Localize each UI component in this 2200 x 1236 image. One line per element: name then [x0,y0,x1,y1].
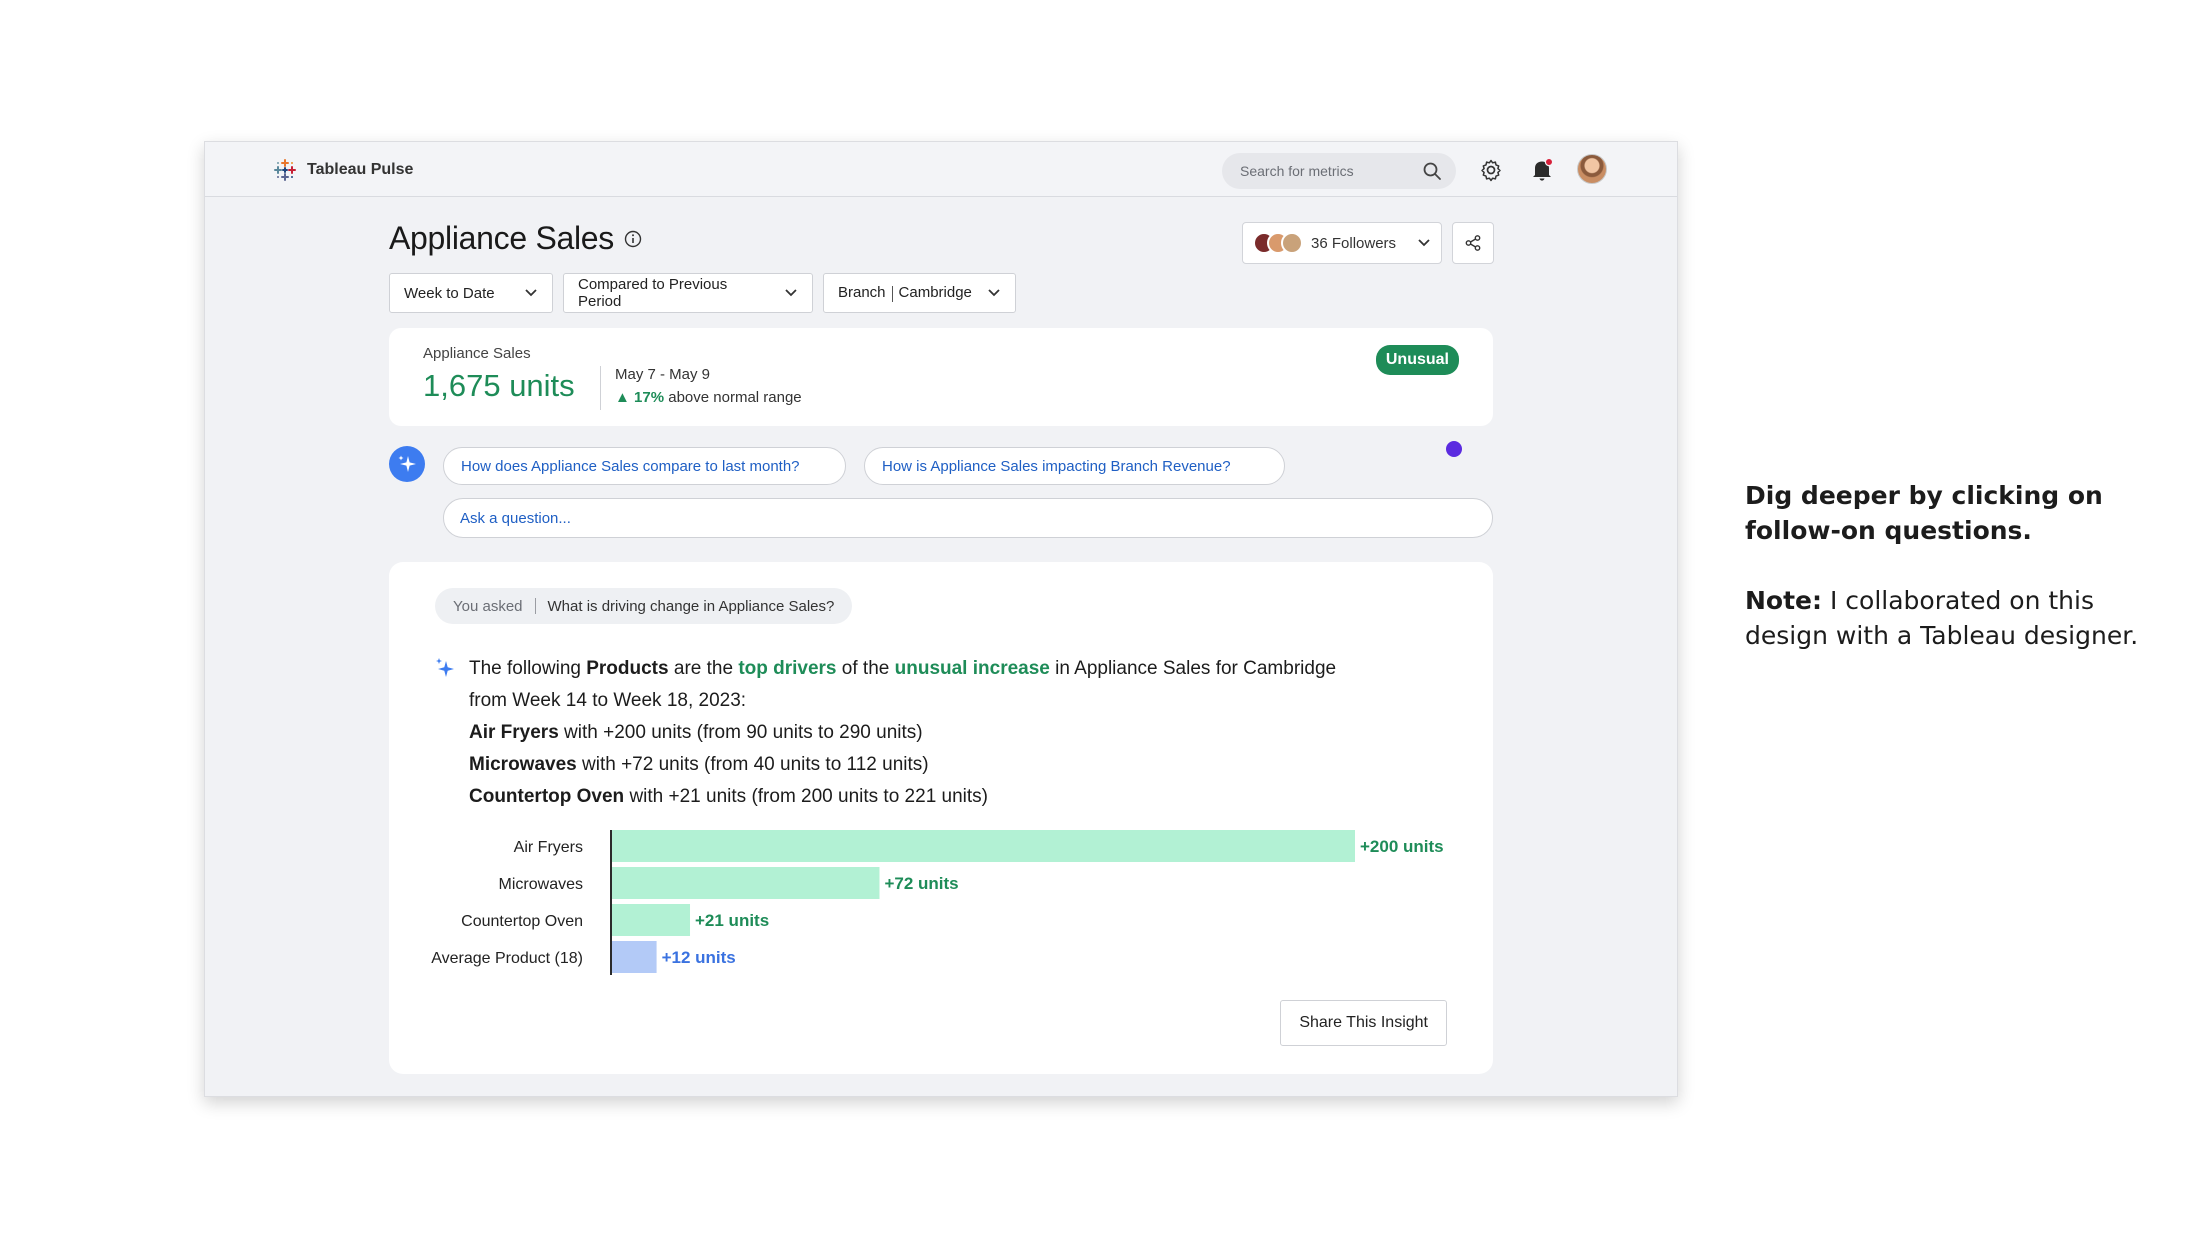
branch-filter-dimension: Branch [838,284,886,302]
driver-line: Microwaves with +72 units (from 40 units… [469,749,1369,781]
user-avatar[interactable] [1577,154,1607,184]
suggested-question-chip[interactable]: How is Appliance Sales impacting Branch … [864,447,1285,485]
notifications-button[interactable] [1527,155,1557,185]
branch-filter-value: Cambridge [898,284,972,302]
chevron-down-icon [785,289,797,297]
insight-text-span: are the [668,658,739,679]
you-asked-label: You asked [453,597,523,615]
search-box[interactable] [1222,153,1456,189]
category-label: Air Fryers [514,839,583,856]
note-body: I collaborated on this design with a Tab… [1745,586,2139,650]
chevron-down-icon [525,289,537,297]
branch-filter-dropdown[interactable]: Branch Cambridge [823,273,1016,313]
page-title: Appliance Sales [389,220,614,256]
bar[interactable] [612,904,691,936]
data-label: +21 units [695,911,769,930]
up-arrow-icon: ▲ [615,389,630,406]
divider [534,598,536,614]
title-row: Appliance Sales [389,220,642,257]
ask-question-input[interactable] [443,498,1493,538]
drivers-bar-chart: Air Fryers +200 units Microwaves +72 units C… [431,830,1444,975]
metric-value: 1,675 units [423,368,575,403]
insight-summary: The following Products are the top drive… [469,653,1369,813]
driver-detail: with +21 units (from 200 units to 221 un… [624,786,989,807]
annotation-heading: Dig deeper by clicking on follow-on ques… [1745,481,2103,545]
settings-button[interactable] [1476,155,1506,185]
annotation-text: Note: I collaborated on this design with… [1745,583,2165,653]
search-icon[interactable] [1422,161,1442,181]
insight-sentence: The following Products are the top drive… [469,653,1369,685]
metric-date-range: May 7 - May 9 [615,366,711,383]
sparkle-icon [436,658,454,677]
insight-text-span: of the [836,658,895,679]
share-insight-button[interactable]: Share This Insight [1280,1000,1447,1046]
change-percent: 17% [634,389,665,406]
asked-question-text: What is driving change in Appliance Sale… [547,597,835,615]
followers-button[interactable]: 36 Followers [1242,222,1442,264]
top-navigation-bar: Tableau Pulse [205,142,1677,197]
data-label: +72 units [884,874,958,893]
avatar [1281,232,1303,254]
share-icon [1465,235,1481,251]
branch-filter-label: Branch Cambridge [838,284,972,302]
info-icon[interactable] [624,230,642,248]
callout-connector [1446,441,1854,457]
metric-change: ▲ 17% above normal range [615,389,802,406]
filter-bar: Week to Date Compared to Previous Period… [389,273,1016,313]
divider [600,366,601,410]
metric-card[interactable]: Appliance Sales 1,675 units May 7 - May … [389,328,1493,426]
data-label: +200 units [1360,837,1444,856]
driver-name: Air Fryers [469,722,559,743]
time-range-label: Week to Date [404,284,495,302]
app-name: Tableau Pulse [307,161,414,178]
insight-dimension: Products [586,658,669,679]
bell-icon [1533,157,1554,181]
insight-text-span: The following [469,658,587,679]
bar[interactable] [612,867,880,899]
category-label: Microwaves [499,876,583,893]
comparison-dropdown[interactable]: Compared to Previous Period [563,273,813,313]
suggested-question-chip[interactable]: How does Appliance Sales compare to last… [443,447,846,485]
brand[interactable]: Tableau Pulse [273,158,413,182]
metric-label: Appliance Sales [423,345,531,362]
callout-dot [1446,441,1462,457]
share-button[interactable] [1452,222,1494,264]
time-range-dropdown[interactable]: Week to Date [389,273,553,313]
chevron-down-icon [1418,239,1430,247]
status-badge: Unusual [1375,345,1459,375]
chevron-down-icon [988,289,1000,297]
annotation-note: Dig deeper by clicking on follow-on ques… [1745,478,2165,653]
data-label: +12 units [662,948,736,967]
follower-avatars [1253,232,1303,254]
category-label: Average Product (18) [431,950,583,967]
insight-period: from Week 14 to Week 18, 2023: [469,690,747,711]
category-label: Countertop Oven [461,913,583,930]
bar[interactable] [612,941,657,973]
followers-label: 36 Followers [1311,234,1397,252]
driver-line: Countertop Oven with +21 units (from 200… [469,781,1369,813]
insight-card: You asked What is driving change in Appl… [389,562,1493,1074]
ai-assistant-icon [389,446,425,482]
change-text: above normal range [668,389,802,406]
insight-highlight: top drivers [738,658,837,679]
driver-name: Microwaves [469,754,577,775]
comparison-label: Compared to Previous Period [578,276,728,310]
driver-name: Countertop Oven [469,786,625,807]
divider [891,285,893,302]
search-input[interactable] [1240,163,1422,179]
driver-detail: with +200 units (from 90 units to 290 un… [558,722,923,743]
gear-icon [1481,159,1501,182]
driver-detail: with +72 units (from 40 units to 112 uni… [576,754,929,775]
sparkle-icon [398,455,416,472]
insight-highlight: unusual increase [894,658,1050,679]
tableau-logo-icon [274,159,296,181]
bar[interactable] [612,830,1355,862]
note-label: Note: [1745,586,1823,615]
insight-text-span: in Appliance Sales for Cambridge [1049,658,1337,679]
driver-line: Air Fryers with +200 units (from 90 unit… [469,717,1369,749]
asked-question-pill: You asked What is driving change in Appl… [435,588,853,624]
app-window: Tableau Pulse Appliance Sales [204,141,1678,1097]
